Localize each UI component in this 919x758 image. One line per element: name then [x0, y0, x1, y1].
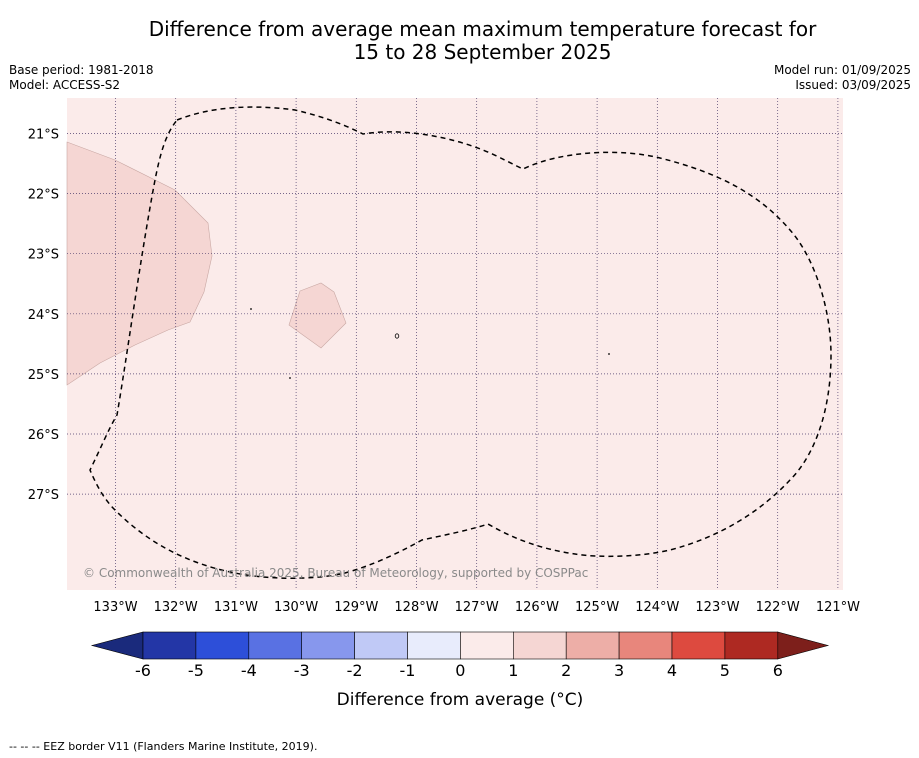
colorbar-tick-label: 1	[508, 661, 518, 680]
colorbar-segment	[301, 631, 355, 660]
longitude-labels: 133°W 132°W 131°W 130°W 129°W 128°W 127°W 126°W…	[93, 600, 860, 615]
colorbar-tick-label: -3	[294, 661, 310, 680]
colorbar-segment	[512, 631, 567, 660]
colorbar-tick-label: -2	[347, 661, 363, 680]
base-period-text: Base period: 1981-2018	[9, 63, 154, 77]
longitude-label: 128°W	[394, 600, 438, 615]
longitude-label: 130°W	[274, 600, 318, 615]
copyright-text: © Commonwealth of Australia 2025, Bureau…	[83, 566, 588, 580]
colorbar-tick-label: -5	[188, 661, 204, 680]
longitude-label: 132°W	[154, 600, 198, 615]
longitude-label: 126°W	[515, 600, 559, 615]
island	[289, 377, 291, 379]
map-title-line2: 15 to 28 September 2025	[353, 40, 612, 64]
latitude-labels: 21°S 22°S 23°S 24°S 25°S 26°S 27°S	[28, 128, 59, 504]
colorbar-segment	[142, 631, 197, 660]
latitude-label: 24°S	[28, 308, 59, 323]
colorbar-tick-label: 3	[614, 661, 624, 680]
longitude-label: 129°W	[334, 600, 378, 615]
colorbar-tick-label: 0	[455, 661, 465, 680]
issued-text: Issued: 03/09/2025	[795, 78, 911, 92]
colorbar-tick-label: -1	[400, 661, 416, 680]
longitude-label: 131°W	[214, 600, 258, 615]
colorbar-segment	[195, 631, 250, 660]
anomaly-region-west	[66, 141, 213, 386]
colorbar-segment	[724, 631, 779, 660]
island	[394, 333, 400, 339]
colorbar-segment	[618, 631, 673, 660]
latitude-label: 22°S	[28, 188, 59, 203]
colorbar-tick-label: 6	[773, 661, 783, 680]
longitude-label: 124°W	[635, 600, 679, 615]
colorbar-segment	[671, 631, 726, 660]
latitude-gridlines	[67, 133, 843, 495]
map-background	[67, 98, 843, 590]
latitude-label: 25°S	[28, 368, 59, 383]
longitude-label: 123°W	[695, 600, 739, 615]
meta-left: Base period: 1981-2018 Model: ACCESS-S2	[9, 63, 154, 93]
latitude-label: 26°S	[28, 428, 59, 443]
eez-footnote: -- -- -- EEZ border V11 (Flanders Marine…	[9, 740, 318, 753]
model-run-text: Model run: 01/09/2025	[773, 63, 911, 77]
colorbar-segment	[354, 631, 408, 660]
longitude-gridlines	[115, 98, 839, 590]
colorbar-label: Difference from average (°C)	[337, 690, 584, 710]
island	[250, 308, 252, 310]
colorbar-tick-label: 4	[667, 661, 677, 680]
latitude-label: 27°S	[28, 488, 59, 503]
eez-border	[89, 106, 832, 579]
colorbar-tick-label: -4	[241, 661, 257, 680]
longitude-label: 121°W	[816, 600, 860, 615]
model-text: Model: ACCESS-S2	[9, 78, 121, 92]
colorbar-segment	[248, 631, 303, 660]
meta-right: Model run: 01/09/2025 Issued: 03/09/2025	[774, 63, 911, 93]
colorbar-tick-labels: -6 -5 -4 -3 -2 -1 0 1 2 3 4 5 6	[135, 661, 783, 680]
map-title-line1: Difference from average mean maximum tem…	[148, 17, 817, 41]
colorbar-under-arrow	[90, 631, 144, 660]
longitude-label: 122°W	[756, 600, 800, 615]
colorbar-tick-label: 2	[561, 661, 571, 680]
colorbar	[90, 631, 830, 660]
longitude-label: 127°W	[455, 600, 499, 615]
island	[608, 353, 610, 355]
longitude-label: 133°W	[93, 600, 137, 615]
anomaly-region-central	[288, 282, 347, 349]
colorbar-over-arrow	[777, 631, 830, 660]
colorbar-segment	[460, 631, 514, 660]
colorbar-tick-label: 5	[720, 661, 730, 680]
latitude-label: 23°S	[28, 248, 59, 263]
map-title: Difference from average mean maximum tem…	[0, 18, 919, 64]
longitude-label: 125°W	[575, 600, 619, 615]
colorbar-segment	[565, 631, 620, 660]
colorbar-segment	[407, 631, 461, 660]
colorbar-tick-label: -6	[135, 661, 151, 680]
latitude-label: 21°S	[28, 128, 59, 143]
